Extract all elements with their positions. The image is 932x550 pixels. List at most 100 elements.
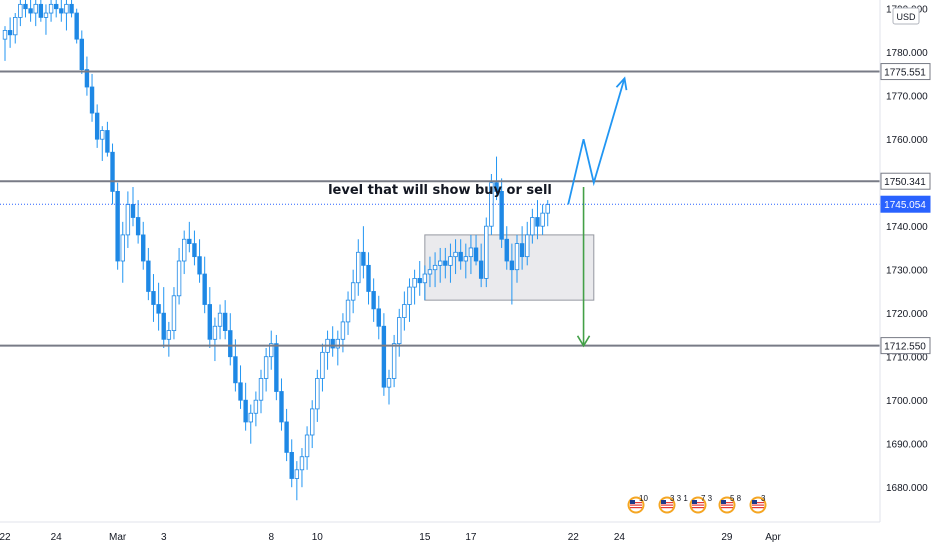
economic-events[interactable]: 10 3 3 1 7 3 5 8 3 <box>627 494 767 514</box>
price-tick-label: 1700.000 <box>886 396 928 407</box>
candle-body <box>181 238 187 262</box>
candle-body <box>412 277 417 288</box>
flag-stripe <box>752 502 764 504</box>
candle <box>545 200 550 227</box>
event-count: 3 3 1 <box>670 494 688 503</box>
event-badge[interactable]: 7 3 <box>689 494 713 514</box>
candle <box>105 121 110 157</box>
candle-body <box>202 273 207 305</box>
candle <box>141 221 146 270</box>
time-tick-label: 10 <box>312 532 324 543</box>
candle-body <box>120 234 125 262</box>
candle-body <box>7 30 13 36</box>
candle <box>269 330 274 370</box>
bull-path-line[interactable] <box>567 78 626 205</box>
candle <box>294 461 300 501</box>
candle-body <box>381 325 387 388</box>
event-badge[interactable]: 5 8 <box>718 494 742 514</box>
candle <box>356 239 361 296</box>
level-price-labels: 1775.551 1750.341 1712.550 1745.054 <box>880 63 931 355</box>
candle <box>468 234 474 275</box>
candle <box>422 265 428 301</box>
candle <box>299 448 305 488</box>
flag-stripe <box>692 504 704 506</box>
candle-body <box>171 295 177 331</box>
event-badge[interactable]: 3 3 1 <box>658 494 689 514</box>
candle-body <box>530 217 535 236</box>
event-badge[interactable]: 10 <box>627 494 649 514</box>
bull-arrow-head <box>615 76 628 91</box>
candle-body <box>166 330 172 340</box>
zone-box[interactable] <box>424 234 595 301</box>
event-count: 3 <box>761 494 766 503</box>
candles <box>2 0 550 501</box>
time-tick-label: 24 <box>614 532 626 543</box>
candle <box>94 104 100 148</box>
flag-stripe <box>721 507 733 509</box>
candle-body <box>110 151 115 192</box>
candle-body <box>69 3 74 14</box>
time-tick-label: 17 <box>465 532 477 543</box>
candle-body <box>64 3 69 14</box>
candle-body <box>74 12 79 40</box>
candle <box>238 365 243 409</box>
annotation-text: level that will show buy or sell <box>328 183 552 198</box>
candle <box>376 295 381 340</box>
candle-body <box>386 378 392 388</box>
candle <box>473 234 479 266</box>
candle <box>79 30 84 74</box>
price-tick-label: 1740.000 <box>886 222 928 233</box>
candle <box>202 256 207 314</box>
candle-body <box>458 251 463 262</box>
candle <box>33 0 38 27</box>
candle-body <box>315 378 320 410</box>
candle <box>535 200 540 240</box>
time-axis[interactable] <box>0 522 932 550</box>
candle-body <box>233 356 238 384</box>
time-tick-label: 8 <box>268 532 274 543</box>
level-price-box <box>880 195 931 213</box>
candle-body <box>146 260 151 292</box>
candle <box>192 230 197 266</box>
candle-body <box>427 269 433 275</box>
flag-stripe <box>661 504 673 506</box>
price-tick-label: 1770.000 <box>886 92 928 103</box>
candle-body <box>274 343 279 392</box>
flag-stripe <box>752 504 764 506</box>
candle <box>135 200 141 244</box>
candle <box>100 126 105 161</box>
time-tick-label: 15 <box>419 532 431 543</box>
event-count: 7 3 <box>701 494 713 503</box>
candle <box>23 0 28 18</box>
candle <box>432 252 438 288</box>
candle <box>228 313 233 366</box>
candle-body <box>130 204 136 218</box>
candle <box>509 243 515 305</box>
currency-label: USD <box>896 12 916 22</box>
candle <box>443 247 448 279</box>
bear-arrow-head <box>576 335 591 348</box>
currency-badge[interactable] <box>892 7 920 25</box>
candle-body <box>115 190 120 262</box>
candle-body <box>391 343 397 379</box>
candle-body <box>54 3 59 10</box>
candle-body <box>361 251 366 266</box>
event-badge[interactable]: 3 <box>749 494 767 514</box>
candle <box>315 369 320 422</box>
level-lines <box>0 70 880 347</box>
flag-stripe <box>630 507 642 509</box>
candle <box>89 73 95 122</box>
time-tick-label: 3 <box>161 532 167 543</box>
price-axis[interactable] <box>880 0 932 522</box>
candle <box>187 221 192 253</box>
candle <box>197 239 202 283</box>
candle-body <box>176 260 182 297</box>
candle <box>248 404 253 444</box>
time-tick-label: 24 <box>51 532 63 543</box>
candle-body <box>187 238 192 244</box>
level-price-box <box>880 63 931 81</box>
candle-body <box>417 277 422 284</box>
candle-body <box>320 351 325 379</box>
candle <box>84 56 90 96</box>
